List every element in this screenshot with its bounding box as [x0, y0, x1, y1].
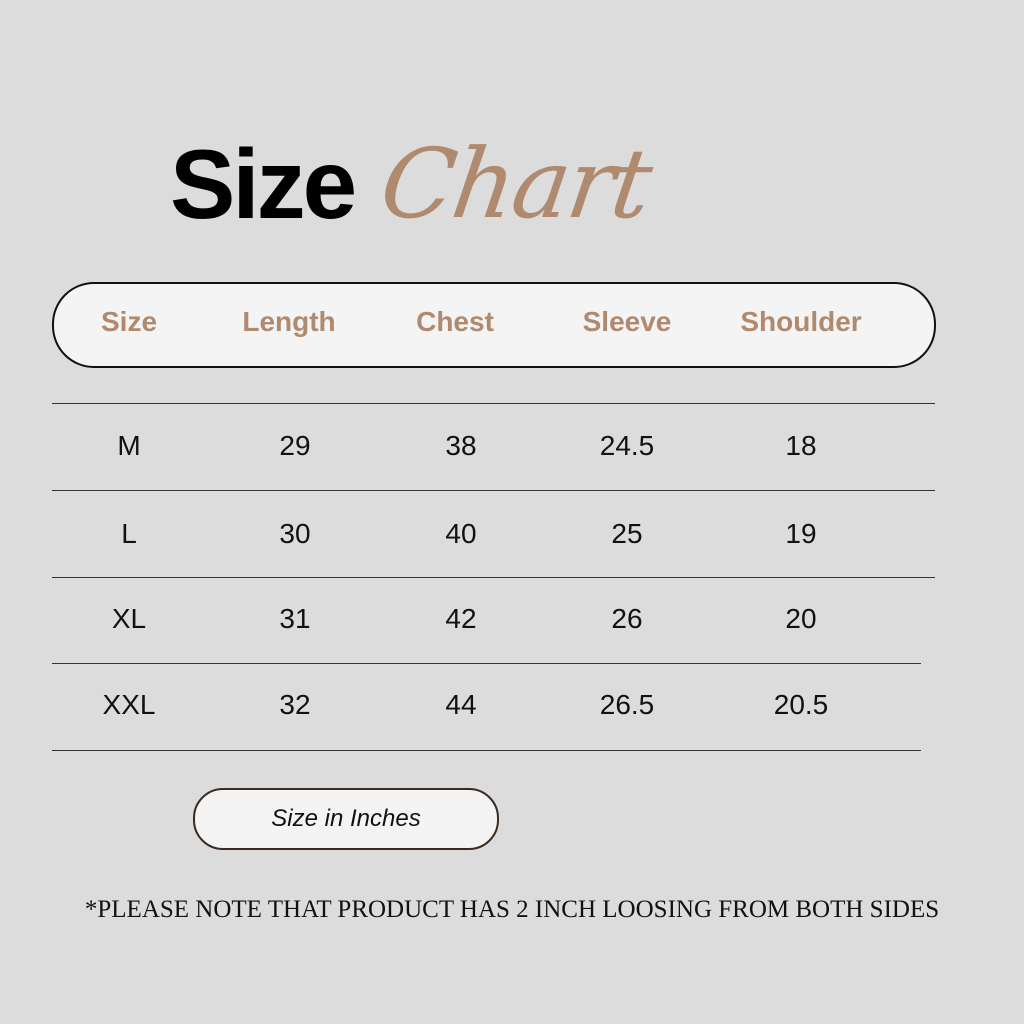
- table-cell: XL: [111, 603, 147, 634]
- row-divider: [52, 577, 935, 578]
- table-cell: 25: [611, 518, 643, 549]
- table-cell: XXL: [102, 689, 156, 720]
- table-cell: 38: [445, 430, 477, 461]
- row-divider: [52, 490, 935, 491]
- column-header: Shoulder: [740, 306, 862, 337]
- row-divider: [52, 750, 921, 751]
- table-cell: 32: [279, 689, 311, 720]
- table-cell: 19: [785, 518, 817, 549]
- column-header: Chest: [416, 306, 494, 337]
- unit-label: Size in Inches: [193, 788, 499, 850]
- row-divider: [52, 663, 921, 664]
- table-header-pill: [52, 282, 936, 368]
- footnote: *PLEASE NOTE THAT PRODUCT HAS 2 INCH LOO…: [84, 896, 940, 923]
- column-header: Size: [100, 306, 158, 337]
- table-cell: M: [117, 430, 141, 461]
- table-cell: 20: [785, 603, 817, 634]
- table-cell: 26.5: [599, 689, 655, 720]
- table-cell: 31: [279, 603, 311, 634]
- table-cell: 42: [445, 603, 477, 634]
- table-cell: 29: [279, 430, 311, 461]
- title-size: Size: [170, 129, 357, 239]
- table-cell: 24.5: [599, 430, 655, 461]
- table-cell: 26: [611, 603, 643, 634]
- column-header: Length: [242, 306, 336, 337]
- table-cell: 44: [445, 689, 477, 720]
- table-cell: 18: [785, 430, 817, 461]
- table-cell: 40: [445, 518, 477, 549]
- title-chart: Chart: [374, 128, 657, 240]
- row-divider: [52, 403, 935, 404]
- column-header: Sleeve: [582, 306, 672, 337]
- table-cell: 30: [279, 518, 311, 549]
- table-cell: L: [121, 518, 137, 549]
- table-cell: 20.5: [773, 689, 829, 720]
